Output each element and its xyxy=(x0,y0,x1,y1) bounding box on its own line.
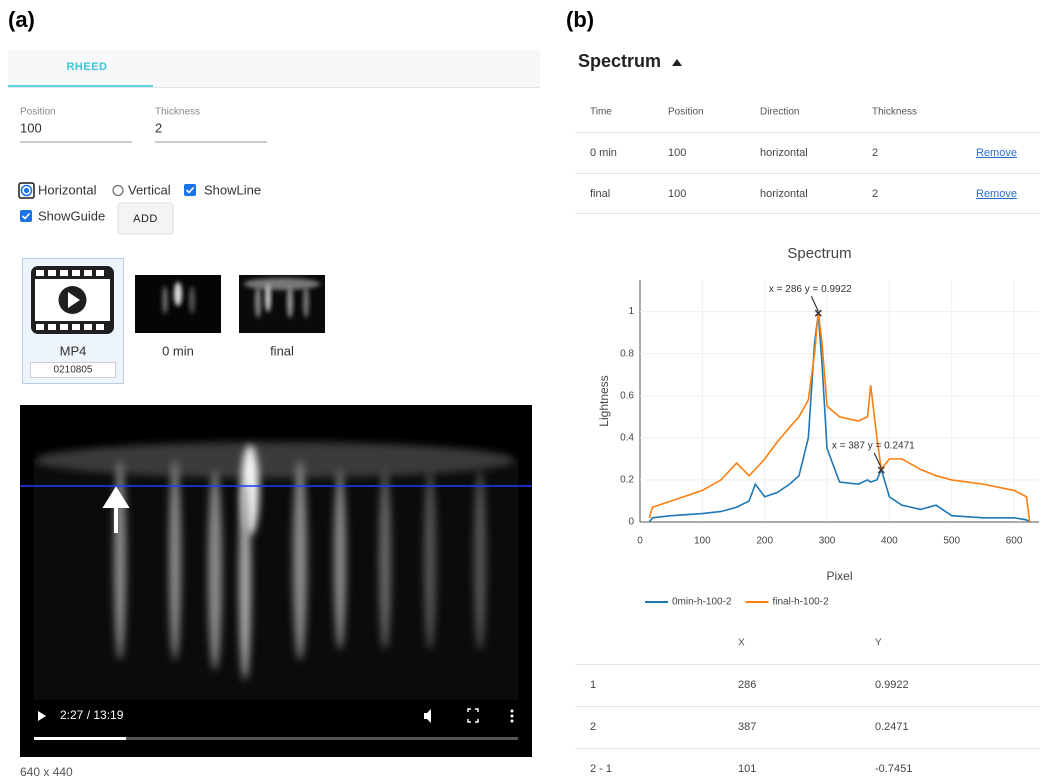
media-label: MP4 xyxy=(60,343,87,358)
annotation-arrow xyxy=(811,296,818,311)
table-header: Direction xyxy=(760,107,799,118)
chart: Spectrum 0 100 200 300 400 500 600 0 0.2 0.4 0.6 0.8… xyxy=(597,245,1039,608)
x-tick-label: 600 xyxy=(1006,536,1023,547)
table-cell: 100 xyxy=(668,147,686,159)
field-value[interactable]: 100 xyxy=(20,120,42,135)
table-cell: horizontal xyxy=(760,147,808,159)
collapse-icon[interactable] xyxy=(672,59,682,66)
option-label: ShowGuide xyxy=(38,208,105,223)
series-line xyxy=(649,312,1029,522)
table-header: Position xyxy=(668,107,704,118)
table-cell: 1 xyxy=(590,679,596,691)
x-tick-label: 400 xyxy=(881,536,898,547)
table-header: Y xyxy=(875,638,882,649)
table-cell: 0.2471 xyxy=(875,721,909,733)
field-label: Thickness xyxy=(155,107,200,118)
remove-link[interactable]: Remove xyxy=(976,147,1017,159)
y-tick-label: 0.2 xyxy=(620,475,634,486)
field-label: Position xyxy=(20,107,56,118)
table-cell: 2 xyxy=(872,147,878,159)
y-tick-label: 1 xyxy=(628,306,634,317)
x-tick-label: 300 xyxy=(819,536,836,547)
y-tick-label: 0.8 xyxy=(620,348,634,359)
thumbnail[interactable] xyxy=(239,275,325,333)
x-tick-label: 200 xyxy=(756,536,773,547)
panel-label: (a) xyxy=(8,7,35,32)
field-value[interactable]: 2 xyxy=(155,120,162,135)
legend-label[interactable]: final-h-100-2 xyxy=(772,597,829,608)
remove-link[interactable]: Remove xyxy=(976,188,1017,200)
table-header: Time xyxy=(590,107,612,118)
table-cell: 387 xyxy=(738,721,756,733)
section-title[interactable]: Spectrum xyxy=(578,51,661,71)
table-cell: final xyxy=(590,188,610,200)
radio-dot xyxy=(24,188,29,193)
table-header: X xyxy=(738,638,745,649)
x-axis-title: Pixel xyxy=(826,569,852,583)
y-tick-label: 0 xyxy=(628,517,634,528)
table-cell: horizontal xyxy=(760,188,808,200)
option-label: ShowLine xyxy=(204,182,261,197)
option-label: Vertical xyxy=(128,182,171,197)
series-line xyxy=(649,314,1029,522)
table-cell: 286 xyxy=(738,679,756,691)
tab[interactable]: RHEED xyxy=(66,61,107,73)
legend-label[interactable]: 0min-h-100-2 xyxy=(672,597,732,608)
table-cell: 0.9922 xyxy=(875,679,909,691)
video-player[interactable] xyxy=(20,405,532,757)
x-tick-label: 0 xyxy=(637,536,643,547)
table-cell: 2 xyxy=(872,188,878,200)
radio[interactable] xyxy=(113,186,123,196)
table-header: Thickness xyxy=(872,107,917,118)
page: (a) (b) RHEED Position 100 Thickness 2 H… xyxy=(0,0,1049,779)
checkbox[interactable] xyxy=(20,210,32,222)
table-cell: 2 xyxy=(590,721,596,733)
media-id: 0210805 xyxy=(54,365,93,376)
table-cell: 0 min xyxy=(590,147,617,159)
table-cell: 100 xyxy=(668,188,686,200)
film-icon xyxy=(31,266,114,334)
thumbnail-label: 0 min xyxy=(162,343,194,358)
x-tick-label: 500 xyxy=(943,536,960,547)
thumbnail-label: final xyxy=(270,343,294,358)
table-cell: 2 - 1 xyxy=(590,763,612,775)
y-axis-title: Lightness xyxy=(597,375,611,426)
y-tick-label: 0.6 xyxy=(620,390,634,401)
table-cell: -0.7451 xyxy=(875,763,912,775)
annotation-text: x = 286 y = 0.9922 xyxy=(769,284,852,295)
panel-label: (b) xyxy=(566,7,594,32)
chart-title: Spectrum xyxy=(787,245,851,262)
checkbox[interactable] xyxy=(184,184,196,196)
add-button-label: ADD xyxy=(133,213,158,225)
screen: (a) (b) RHEED Position 100 Thickness 2 H… xyxy=(0,0,1049,779)
table-cell: 101 xyxy=(738,763,756,775)
annotation-text: x = 387 y = 0.2471 xyxy=(832,441,915,452)
resolution: 640 x 440 xyxy=(20,765,73,779)
y-tick-label: 0.4 xyxy=(620,432,634,443)
x-tick-label: 100 xyxy=(694,536,711,547)
tab-indicator xyxy=(8,85,153,87)
option-label: Horizontal xyxy=(38,182,97,197)
thumbnail[interactable] xyxy=(135,275,221,333)
video-time: 2:27 / 13:19 xyxy=(60,708,124,722)
